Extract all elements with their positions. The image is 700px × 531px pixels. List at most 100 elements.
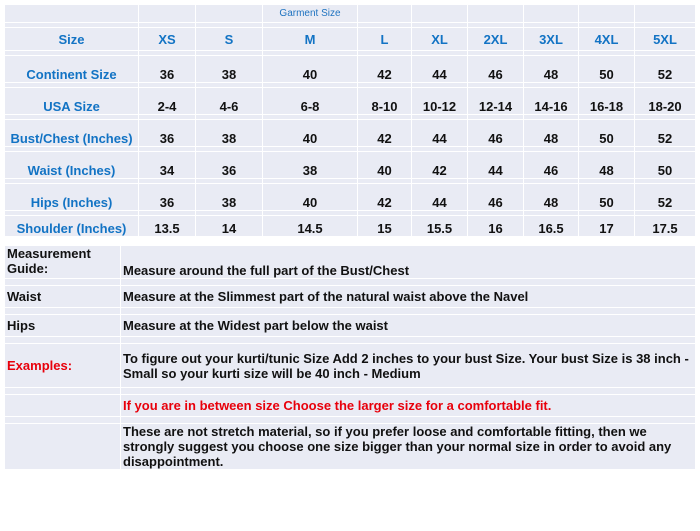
cell — [195, 4, 263, 23]
value-cell: 36 — [138, 119, 196, 147]
value-cell: 42 — [357, 119, 412, 147]
cell — [138, 4, 196, 23]
guide-label: Examples: — [4, 343, 121, 388]
value-cell: 15 — [357, 215, 412, 237]
value-cell: 52 — [634, 119, 696, 147]
value-cell: 38 — [195, 55, 263, 83]
table-row: Hips (Inches) 36 38 40 42 44 46 48 50 52 — [4, 183, 696, 211]
value-cell: 36 — [138, 55, 196, 83]
guide-label: Hips — [4, 314, 121, 337]
value-cell: 52 — [634, 183, 696, 211]
value-cell: 40 — [357, 151, 412, 179]
guide-text: Measure at the Widest part below the wai… — [120, 314, 696, 337]
value-cell: 50 — [578, 55, 635, 83]
garment-size-caption: Garment Size — [262, 4, 358, 23]
cell — [120, 387, 696, 395]
row-label: Continent Size — [4, 55, 139, 83]
table-row: USA Size 2-4 4-6 6-8 8-10 10-12 12-14 14-16 16-1… — [4, 87, 696, 115]
value-cell: 44 — [411, 55, 468, 83]
table-row: Waist (Inches) 34 36 38 40 42 44 46 48 50 — [4, 151, 696, 179]
value-cell: 38 — [262, 151, 358, 179]
spacer-row — [4, 114, 696, 120]
value-cell: 17.5 — [634, 215, 696, 237]
guide-row: Waist Measure at the Slimmest part of the… — [4, 285, 696, 308]
value-cell: 48 — [578, 151, 635, 179]
header-cell: XS — [138, 27, 196, 51]
value-cell: 36 — [138, 183, 196, 211]
cell — [4, 278, 121, 286]
spacer-row — [4, 278, 696, 286]
value-cell: 18-20 — [634, 87, 696, 115]
value-cell: 42 — [411, 151, 468, 179]
value-cell: 15.5 — [411, 215, 468, 237]
header-cell: L — [357, 27, 412, 51]
cell — [4, 416, 121, 424]
guide-row: These are not stretch material, so if yo… — [4, 423, 696, 470]
value-cell: 14.5 — [262, 215, 358, 237]
value-cell: 14-16 — [523, 87, 579, 115]
cell — [578, 4, 635, 23]
header-cell: M — [262, 27, 358, 51]
value-cell: 17 — [578, 215, 635, 237]
cell — [4, 4, 139, 23]
cell — [120, 278, 696, 286]
garment-size-table: Garment Size Size XS S M L XL 2XL 3XL 4XL 5XL Conti… — [4, 4, 696, 237]
guide-row: Hips Measure at the Widest part below the… — [4, 314, 696, 337]
row-label: USA Size — [4, 87, 139, 115]
value-cell: 16-18 — [578, 87, 635, 115]
cell — [4, 336, 121, 344]
header-cell: 3XL — [523, 27, 579, 51]
cell — [120, 307, 696, 315]
guide-label — [4, 394, 121, 417]
guide-row: Measurement Guide: Measure around the ful… — [4, 245, 696, 279]
cell — [4, 387, 121, 395]
spacer-row — [4, 416, 696, 424]
value-cell: 40 — [262, 183, 358, 211]
value-cell: 4-6 — [195, 87, 263, 115]
cell — [120, 416, 696, 424]
header-cell: 2XL — [467, 27, 524, 51]
value-cell: 44 — [411, 183, 468, 211]
guide-text: These are not stretch material, so if yo… — [120, 423, 696, 470]
header-cell: XL — [411, 27, 468, 51]
value-cell: 6-8 — [262, 87, 358, 115]
value-cell: 38 — [195, 119, 263, 147]
measurement-guide-table: Measurement Guide: Measure around the ful… — [4, 245, 696, 470]
value-cell: 10-12 — [411, 87, 468, 115]
cell — [357, 4, 412, 23]
value-cell: 42 — [357, 183, 412, 211]
spacer-row — [4, 50, 696, 56]
guide-text: Measure at the Slimmest part of the natu… — [120, 285, 696, 308]
table-row: Shoulder (Inches) 13.5 14 14.5 15 15.5 16 16.5 1… — [4, 215, 696, 237]
header-cell: S — [195, 27, 263, 51]
value-cell: 46 — [467, 55, 524, 83]
value-cell: 38 — [195, 183, 263, 211]
value-cell: 34 — [138, 151, 196, 179]
caption-row: Garment Size — [4, 4, 696, 23]
spacer-row — [4, 387, 696, 395]
guide-label: Waist — [4, 285, 121, 308]
value-cell: 48 — [523, 55, 579, 83]
row-label: Hips (Inches) — [4, 183, 139, 211]
guide-label — [4, 423, 121, 470]
value-cell: 50 — [578, 119, 635, 147]
row-label: Bust/Chest (Inches) — [4, 119, 139, 147]
cell — [120, 336, 696, 344]
guide-label: Measurement Guide: — [4, 245, 121, 279]
spacer-row — [4, 307, 696, 315]
header-cell: 5XL — [634, 27, 696, 51]
value-cell: 48 — [523, 119, 579, 147]
guide-text: Measure around the full part of the Bust… — [120, 245, 696, 279]
value-cell: 16 — [467, 215, 524, 237]
value-cell: 2-4 — [138, 87, 196, 115]
value-cell: 44 — [467, 151, 524, 179]
guide-row: If you are in between size Choose the la… — [4, 394, 696, 417]
table-row: Bust/Chest (Inches) 36 38 40 42 44 46 48 50 52 — [4, 119, 696, 147]
value-cell: 40 — [262, 119, 358, 147]
value-cell: 14 — [195, 215, 263, 237]
header-cell: Size — [4, 27, 139, 51]
size-chart: Garment Size Size XS S M L XL 2XL 3XL 4XL 5XL Conti… — [4, 4, 696, 470]
value-cell: 12-14 — [467, 87, 524, 115]
value-cell: 52 — [634, 55, 696, 83]
value-cell: 36 — [195, 151, 263, 179]
